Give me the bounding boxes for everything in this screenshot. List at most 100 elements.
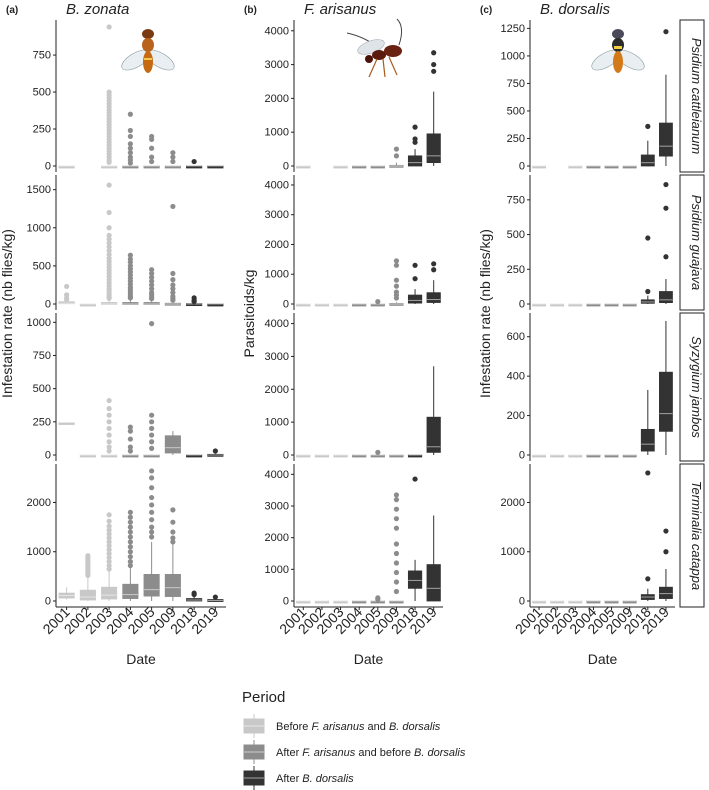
outlier-point	[106, 412, 112, 418]
outlier-point	[106, 159, 112, 165]
box-iqr	[640, 428, 655, 452]
outlier-point	[106, 539, 112, 545]
y-axis-title: Infestation rate (nb flies/kg)	[0, 229, 15, 398]
outlier-point	[170, 158, 176, 165]
y-tick-label: 2000	[265, 532, 289, 544]
outlier-point	[127, 141, 133, 147]
y-tick-label: 250	[507, 133, 525, 145]
outlier-point	[149, 154, 155, 160]
x-axis-title: Date	[588, 651, 618, 667]
box-iqr	[79, 589, 96, 601]
chart-marks	[58, 24, 673, 604]
box-iqr	[122, 583, 139, 599]
legend: Period Before F. arisanus and B. dorsalis…	[242, 689, 466, 790]
legend-label-part: After	[276, 773, 302, 785]
legend-label-part: B. dorsalis	[302, 773, 354, 785]
legend-label: After B. dorsalis	[276, 773, 354, 785]
y-tick-label: 0	[45, 161, 51, 173]
y-tick-label: 0	[283, 596, 289, 608]
y-tick-label: 3000	[265, 59, 289, 71]
outlier-point	[127, 562, 133, 569]
outlier-point	[170, 150, 176, 156]
outlier-point	[127, 534, 133, 540]
outlier-point	[412, 276, 418, 282]
outlier-point	[149, 425, 155, 432]
outlier-point	[212, 594, 218, 600]
outlier-point	[191, 299, 197, 305]
outlier-point	[375, 449, 381, 455]
y-tick-label: 1000	[265, 564, 289, 576]
outlier-point	[127, 524, 133, 530]
outlier-point	[393, 569, 400, 576]
host-strip-label: Psidium cattleianum	[689, 38, 704, 154]
y-tick-label: 400	[507, 371, 525, 383]
outlier-point	[645, 288, 651, 295]
outlier-point	[149, 267, 155, 273]
outlier-point	[412, 262, 418, 268]
species-title: B. dorsalis	[540, 1, 611, 18]
outlier-point	[127, 111, 133, 117]
outlier-point	[127, 252, 133, 258]
outlier-point	[375, 596, 381, 603]
panel-tag: (b)	[244, 5, 257, 16]
outlier-point	[170, 297, 176, 303]
chart-text: 0 250 500 750 0 500 1000 1500 0 250 500 750 1000 0 100…	[0, 1, 704, 667]
outlier-point	[663, 181, 669, 188]
outlier-point	[106, 547, 112, 553]
outlier-point	[393, 153, 400, 159]
y-tick-label: 500	[33, 87, 51, 99]
outlier-point	[106, 535, 112, 541]
outlier-point	[431, 68, 437, 74]
y-tick-label: 2000	[27, 497, 51, 509]
x-axis-title: Date	[126, 651, 156, 667]
outlier-point	[149, 321, 155, 327]
outlier-point	[149, 529, 155, 535]
y-tick-label: 0	[283, 450, 289, 462]
outlier-point	[149, 502, 155, 508]
outlier-point	[663, 254, 669, 260]
y-axis-title: Parasitoids/kg	[241, 270, 257, 358]
outlier-point	[149, 278, 155, 284]
outlier-point	[106, 244, 112, 250]
legend-label-part: B. dorsalis	[414, 747, 466, 759]
box-iqr	[640, 154, 655, 167]
panel-tag: (a)	[6, 5, 18, 16]
outlier-point	[127, 554, 133, 560]
bactrocera-zonata-fly-illustration	[121, 29, 175, 73]
outlier-point	[412, 124, 418, 130]
outlier-point	[170, 539, 176, 545]
y-tick-label: 500	[507, 229, 525, 241]
box-iqr	[659, 586, 673, 599]
host-strip-box	[679, 312, 705, 462]
box-iqr	[426, 292, 441, 303]
box-iqr	[164, 435, 181, 454]
box-iqr	[164, 574, 181, 597]
outlier-point	[149, 286, 155, 292]
outlier-point	[393, 541, 400, 547]
box-iqr	[407, 155, 423, 167]
outlier-point	[127, 529, 133, 535]
outlier-point	[663, 29, 669, 35]
host-strip-label: Psidium guajava	[689, 195, 704, 290]
outlier-point	[431, 261, 437, 267]
y-axis-title: Infestation rate (nb flies/kg)	[477, 229, 493, 398]
outlier-point	[431, 50, 437, 56]
legend-label-part: Before	[276, 721, 311, 733]
outlier-point	[645, 470, 651, 476]
outlier-point	[170, 286, 176, 292]
outlier-point	[149, 282, 155, 288]
outlier-point	[127, 436, 133, 442]
outlier-point	[393, 579, 400, 585]
outlier-point	[149, 534, 155, 540]
outlier-point	[191, 591, 197, 598]
species-title: B. zonata	[66, 1, 129, 18]
outlier-point	[149, 270, 155, 277]
outlier-point	[431, 267, 437, 273]
box-iqr	[659, 122, 673, 157]
box-iqr	[407, 570, 423, 589]
outlier-point	[170, 154, 176, 160]
y-tick-label: 0	[283, 161, 289, 173]
y-tick-label: 1000	[265, 417, 289, 429]
outlier-point	[149, 494, 155, 501]
